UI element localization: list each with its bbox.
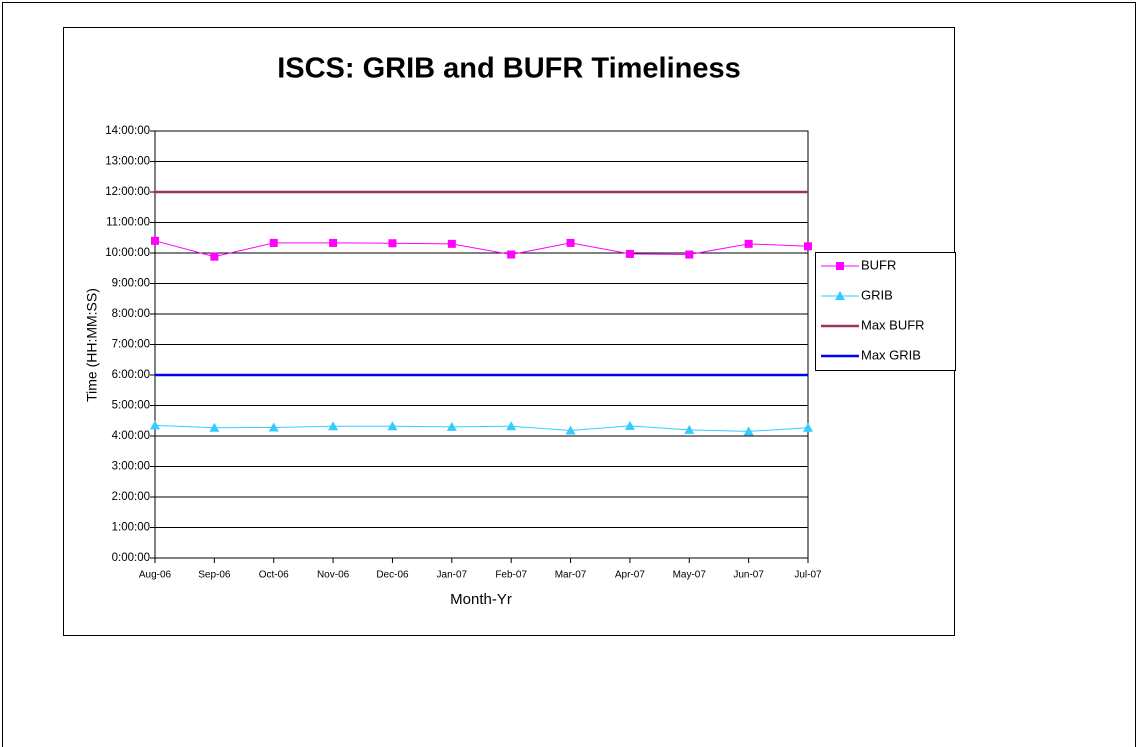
marker: [446, 421, 457, 431]
x-tick-label: May-07: [673, 570, 707, 581]
marker: [804, 242, 812, 251]
marker: [210, 252, 219, 261]
y-tick-label: 0:00:00: [112, 552, 150, 564]
legend-box: [815, 252, 956, 371]
marker: [329, 238, 338, 247]
legend-label: Max GRIB: [861, 347, 921, 362]
marker: [743, 426, 754, 436]
marker: [388, 239, 397, 248]
marker: [684, 424, 695, 434]
marker: [565, 425, 576, 435]
marker: [835, 291, 845, 300]
marker: [506, 421, 517, 431]
x-tick-label: Nov-06: [317, 570, 350, 581]
x-tick-label: Jan-07: [437, 570, 468, 581]
legend-label: Max BUFR: [861, 317, 925, 332]
y-tick-label: 5:00:00: [112, 400, 150, 412]
y-tick-label: 1:00:00: [112, 522, 150, 534]
x-tick-label: Mar-07: [555, 570, 587, 581]
chart-title: ISCS: GRIB and BUFR Timeliness: [277, 53, 741, 85]
y-tick-label: 11:00:00: [106, 217, 150, 229]
marker: [209, 422, 220, 432]
y-tick-label: 2:00:00: [112, 491, 150, 503]
series-line: [154, 424, 809, 432]
y-tick-label: 6:00:00: [112, 369, 150, 381]
x-tick-label: Apr-07: [615, 570, 645, 581]
marker: [268, 422, 279, 432]
series-line: [154, 240, 809, 258]
y-tick-label: 13:00:00: [105, 156, 150, 168]
x-tick-label: Dec-06: [376, 570, 409, 581]
x-axis-label: Month-Yr: [450, 591, 512, 608]
y-tick-label: 10:00:00: [105, 247, 150, 259]
y-tick-label: 12:00:00: [105, 186, 150, 198]
marker: [685, 250, 694, 259]
x-tick-label: Jul-07: [794, 570, 822, 581]
marker: [744, 239, 753, 248]
marker: [150, 420, 160, 430]
y-tick-label: 9:00:00: [112, 278, 150, 290]
y-axis-label: Time (HH:MM:SS): [84, 288, 100, 402]
marker: [387, 421, 398, 431]
marker: [624, 420, 635, 430]
marker: [566, 238, 575, 247]
plot-border: [154, 130, 809, 559]
marker: [507, 250, 516, 259]
marker: [625, 249, 634, 258]
y-tick-label: 7:00:00: [112, 339, 150, 351]
x-tick-label: Feb-07: [495, 570, 527, 581]
x-tick-label: Sep-06: [198, 570, 231, 581]
y-tick-label: 8:00:00: [112, 308, 150, 320]
marker: [269, 238, 278, 247]
x-tick-label: Oct-06: [259, 570, 289, 581]
marker: [328, 421, 339, 431]
y-tick-label: 14:00:00: [105, 125, 150, 137]
y-tick-label: 3:00:00: [112, 461, 150, 473]
x-tick-label: Aug-06: [139, 570, 172, 581]
x-tick-label: Jun-07: [733, 570, 764, 581]
marker: [836, 262, 844, 270]
y-tick-label: 4:00:00: [112, 430, 150, 442]
legend-label: BUFR: [861, 257, 896, 272]
marker: [803, 422, 813, 432]
marker: [447, 239, 456, 248]
marker: [151, 236, 159, 245]
legend-label: GRIB: [861, 287, 893, 302]
